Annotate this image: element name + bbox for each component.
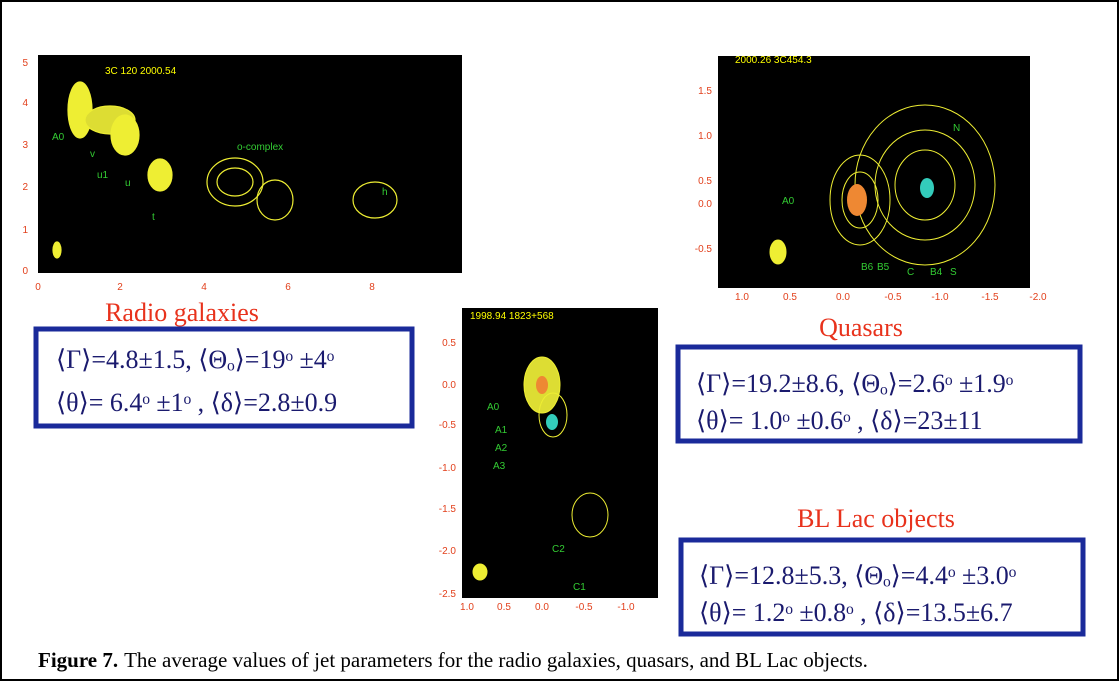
x-tick-label: 2 [117, 282, 123, 293]
y-tick-label: 3 [22, 140, 28, 151]
component-label: C [907, 267, 914, 278]
component-label: t [152, 212, 155, 223]
stat-line: ⟨θ⟩= 1.2ᵒ ±0.8ᵒ , ⟨δ⟩=13.5±6.7 [699, 598, 1013, 627]
x-tick-label: 0.0 [535, 602, 549, 613]
x-tick-label: 6 [285, 282, 291, 293]
component-label: C2 [552, 544, 565, 555]
component-label: A0 [782, 196, 795, 207]
component-label: v [90, 149, 95, 160]
y-tick-label: -1.5 [439, 504, 457, 515]
map-title: 1998.94 1823+568 [470, 311, 554, 322]
y-tick-label: -2.5 [439, 589, 457, 600]
x-tick-label: 0.5 [497, 602, 511, 613]
y-tick-label: 1.5 [698, 86, 712, 97]
y-tick-label: 4 [22, 98, 28, 109]
map-3c454 [718, 56, 1030, 288]
x-tick-label: 0.5 [783, 292, 797, 303]
y-tick-label: 1 [22, 225, 28, 236]
x-tick-label: -1.0 [931, 292, 949, 303]
y-tick-label: 2 [22, 182, 28, 193]
component-label: u [125, 178, 131, 189]
y-tick-label: -2.0 [439, 546, 457, 557]
x-tick-label: 1.0 [735, 292, 749, 303]
component-label: A3 [493, 461, 506, 472]
component-label: A0 [487, 402, 500, 413]
group-heading: BL Lac objects [797, 504, 955, 533]
component-label: C1 [573, 582, 586, 593]
x-tick-label: -1.0 [617, 602, 635, 613]
y-tick-label: 0 [22, 266, 28, 277]
group-heading: Radio galaxies [105, 298, 259, 327]
x-tick-label: 8 [369, 282, 375, 293]
y-tick-label: 0.5 [442, 338, 456, 349]
component-label: u1 [97, 170, 109, 181]
map-title: 3C 120 2000.54 [105, 66, 177, 77]
component-label: B4 [930, 267, 943, 278]
x-tick-label: -0.5 [575, 602, 593, 613]
stat-line: ⟨Γ⟩=19.2±8.6, ⟨Θₒ⟩=2.6ᵒ ±1.9ᵒ [696, 369, 1014, 398]
x-tick-label: 4 [201, 282, 207, 293]
figure: 3C 120 2000.54 5 4 3 2 1 00 2 4 6 8 A0 vu1 u t o-comple… [0, 0, 1120, 682]
stat-line: ⟨Γ⟩=12.8±5.3, ⟨Θₒ⟩=4.4ᵒ ±3.0ᵒ [699, 561, 1017, 590]
stat-line: ⟨Γ⟩=4.8±1.5, ⟨Θₒ⟩=19ᵒ ±4ᵒ [56, 345, 335, 374]
y-tick-label: 0.5 [698, 176, 712, 187]
stat-line: ⟨θ⟩= 6.4ᵒ ±1ᵒ , ⟨δ⟩=2.8±0.9 [56, 388, 337, 417]
map-title: 2000.26 3C454.3 [735, 55, 812, 66]
y-tick-label: 0.0 [698, 199, 712, 210]
component-label: A1 [495, 425, 508, 436]
x-tick-label: 1.0 [460, 602, 474, 613]
y-tick-label: 0.0 [442, 380, 456, 391]
x-tick-label: -1.5 [981, 292, 999, 303]
component-label: h [382, 187, 388, 198]
x-tick-label: 0 [35, 282, 41, 293]
group-heading: Quasars [819, 313, 903, 342]
x-tick-label: -2.0 [1029, 292, 1047, 303]
x-tick-label: -0.5 [884, 292, 902, 303]
y-tick-label: 1.0 [698, 131, 712, 142]
component-label: B6 [861, 262, 874, 273]
component-label: A0 [52, 132, 65, 143]
stat-line: ⟨θ⟩= 1.0ᵒ ±0.6ᵒ , ⟨δ⟩=23±11 [696, 406, 983, 435]
x-tick-label: 0.0 [836, 292, 850, 303]
component-label: N [953, 123, 960, 134]
y-tick-label: -0.5 [439, 420, 457, 431]
y-tick-label: 5 [22, 58, 28, 69]
caption-text: The average values of jet parameters for… [124, 648, 868, 672]
caption: Figure 7.The average values of jet param… [38, 648, 868, 672]
map-3c120 [38, 55, 462, 273]
component-label: o-complex [237, 142, 283, 153]
component-label: B5 [877, 262, 890, 273]
y-tick-label: -1.0 [439, 463, 457, 474]
caption-label: Figure 7. [38, 648, 118, 672]
y-tick-label: -0.5 [695, 244, 713, 255]
component-label: A2 [495, 443, 508, 454]
component-label: S [950, 267, 957, 278]
